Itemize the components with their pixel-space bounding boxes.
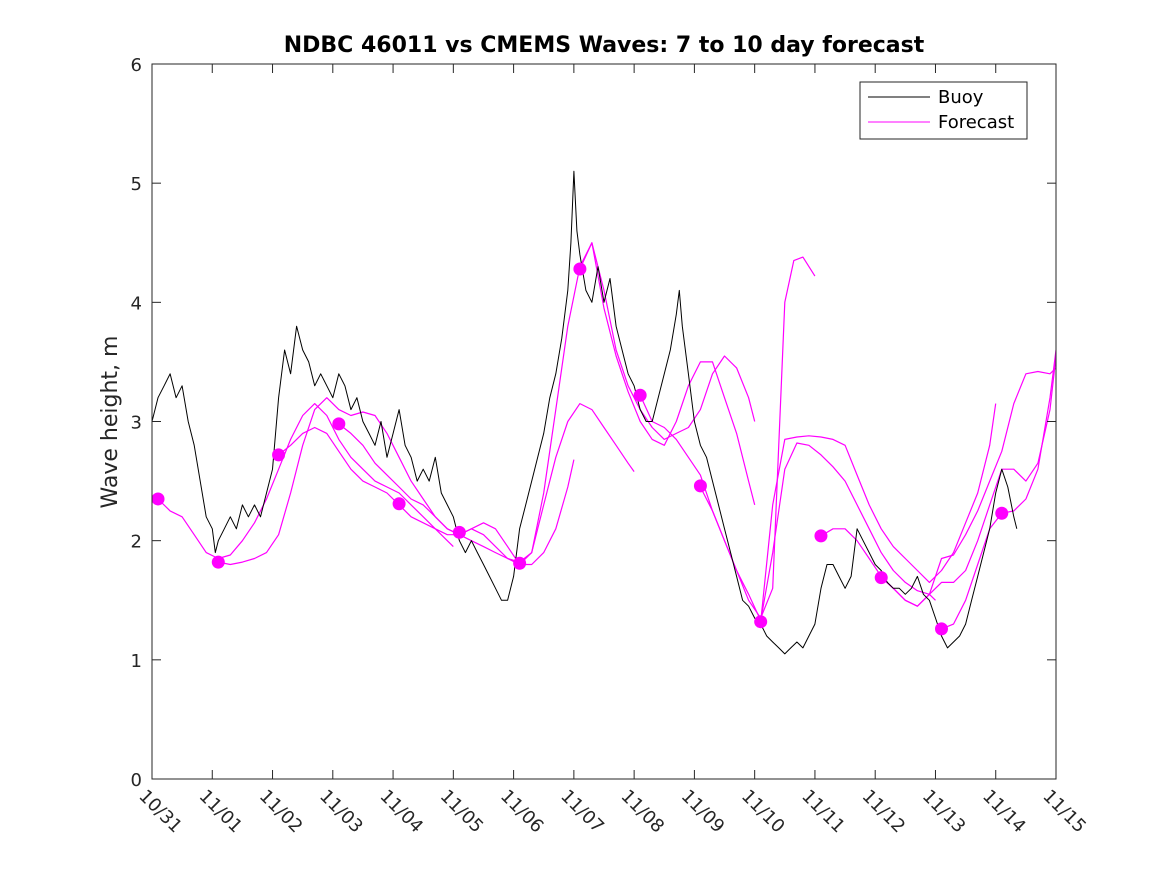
buoy-series-line	[152, 170, 1018, 655]
chart-title: NDBC 46011 vs CMEMS Waves: 7 to 10 day f…	[284, 33, 925, 58]
y-tick-label-0: 0	[131, 770, 142, 791]
forecast-start-marker-3	[332, 417, 346, 431]
forecast-series-line-2	[278, 426, 575, 566]
forecast-start-marker-10	[754, 615, 768, 629]
forecast-series-line-8	[760, 403, 997, 622]
forecast-series-line-3	[338, 403, 635, 566]
legend: Buoy Forecast	[859, 81, 1028, 140]
y-tick-label-1: 1	[131, 651, 142, 672]
marker-layer	[151, 262, 1009, 636]
y-tick-label-3: 3	[131, 413, 142, 434]
forecast-series-line-0	[157, 403, 454, 560]
forecast-start-marker-13	[934, 622, 948, 636]
forecast-start-marker-1	[211, 555, 225, 569]
legend-box	[859, 81, 1028, 140]
forecast-start-marker-14	[995, 506, 1009, 520]
y-axis-label: Wave height, m	[98, 336, 123, 509]
series-layer	[152, 170, 1056, 655]
forecast-series-line-10	[880, 355, 1056, 607]
y-tick-label-5: 5	[131, 174, 142, 195]
forecast-start-marker-7	[573, 262, 587, 276]
forecast-start-marker-11	[814, 529, 828, 543]
forecast-series-line-9	[820, 367, 1056, 607]
y-tick-labels: 0 1 2 3 4 5 6	[131, 55, 142, 791]
legend-forecast-label: Forecast	[938, 112, 1014, 133]
y-tick-label-6: 6	[131, 55, 142, 76]
forecast-start-marker-5	[452, 525, 466, 539]
y-tick-label-4: 4	[131, 293, 142, 314]
forecast-start-marker-4	[392, 497, 406, 511]
tick-layer	[151, 63, 1057, 780]
legend-buoy-label: Buoy	[938, 87, 984, 108]
forecast-start-marker-9	[693, 479, 707, 493]
forecast-start-marker-2	[272, 448, 286, 462]
forecast-start-marker-12	[874, 571, 888, 585]
forecast-start-marker-0	[151, 492, 165, 506]
forecast-start-marker-8	[633, 388, 647, 402]
forecast-series-line-7	[699, 442, 936, 622]
forecast-start-marker-6	[513, 556, 527, 570]
y-tick-label-2: 2	[131, 532, 142, 553]
